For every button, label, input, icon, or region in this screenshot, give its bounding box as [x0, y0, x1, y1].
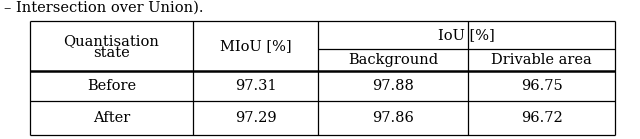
Text: Quantisation: Quantisation — [63, 34, 159, 48]
Text: Drivable area: Drivable area — [491, 53, 592, 67]
Text: 97.86: 97.86 — [372, 111, 414, 125]
Text: 97.29: 97.29 — [235, 111, 276, 125]
Text: After: After — [93, 111, 130, 125]
Text: – Intersection over Union).: – Intersection over Union). — [4, 1, 204, 15]
Text: 97.88: 97.88 — [372, 79, 414, 93]
Text: 96.75: 96.75 — [520, 79, 563, 93]
Text: Background: Background — [348, 53, 438, 67]
Text: 96.72: 96.72 — [520, 111, 563, 125]
Text: IoU [%]: IoU [%] — [438, 28, 495, 42]
Text: Before: Before — [87, 79, 136, 93]
Text: state: state — [93, 46, 130, 60]
Text: 97.31: 97.31 — [235, 79, 276, 93]
Text: MIoU [%]: MIoU [%] — [220, 39, 291, 53]
